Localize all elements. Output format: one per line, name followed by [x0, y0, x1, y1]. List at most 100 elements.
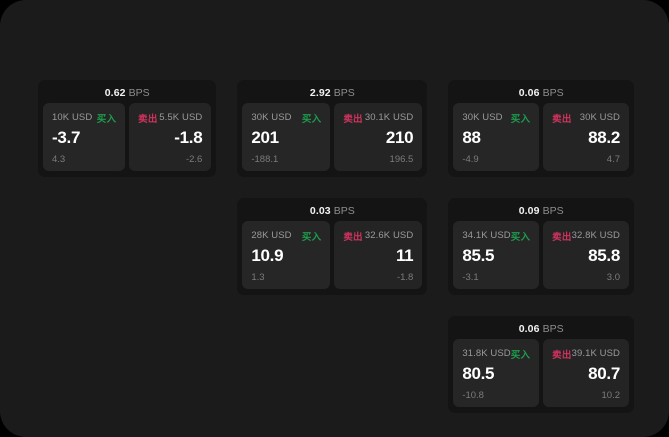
buy-panel-header: 31.8K USD 买入 — [462, 347, 531, 361]
card-header: 0.06 BPS — [448, 80, 634, 103]
buy-price: 10.9 — [251, 246, 284, 265]
buy-delta: 1.3 — [251, 272, 265, 283]
buy-delta: 4.3 — [52, 154, 66, 165]
sell-delta: 4.7 — [606, 154, 620, 165]
sell-panel[interactable]: 卖出 39.1K USD 80.7 10.2 — [543, 339, 629, 407]
quote-card[interactable]: 2.92 BPS 30K USD 买入 201 -188.1 卖出 30.1K USD 210 1… — [237, 80, 428, 177]
bps-value: 0.06 — [518, 87, 540, 99]
card-body: 10K USD 买入 -3.7 4.3 卖出 5.5K USD -1.8 -2.6 — [38, 103, 216, 171]
card-header: 0.09 BPS — [448, 198, 634, 221]
sell-tag: 卖出 — [552, 349, 572, 361]
buy-price: 80.5 — [462, 364, 495, 383]
buy-tag: 买入 — [301, 231, 322, 243]
buy-tag: 买入 — [510, 113, 531, 125]
card-header: 0.06 BPS — [448, 316, 634, 339]
buy-quantity: 10K USD — [52, 112, 93, 123]
sell-panel-header: 卖出 5.5K USD — [138, 111, 203, 125]
buy-tag: 买入 — [510, 349, 531, 361]
quote-column: 0.06 BPS 30K USD 买入 88 -4.9 卖出 30K USD 88.2 4.7 0.… — [448, 80, 634, 413]
sell-quantity: 32.8K USD — [571, 230, 620, 241]
quote-column: 2.92 BPS 30K USD 买入 201 -188.1 卖出 30.1K USD 210 1… — [237, 80, 428, 295]
sell-delta: -1.8 — [396, 272, 414, 283]
bps-value: 0.06 — [518, 323, 540, 335]
buy-tag: 买入 — [96, 113, 117, 125]
buy-delta: -10.8 — [462, 390, 484, 401]
sell-delta: 10.2 — [601, 390, 621, 401]
buy-quantity: 30K USD — [251, 112, 292, 123]
quote-card[interactable]: 0.03 BPS 28K USD 买入 10.9 1.3 卖出 32.6K USD 11 -1.8 — [237, 198, 428, 295]
sell-panel[interactable]: 卖出 30K USD 88.2 4.7 — [543, 103, 629, 171]
sell-panel-header: 卖出 32.8K USD — [552, 229, 620, 243]
sell-price: 80.7 — [588, 364, 620, 383]
sell-panel[interactable]: 卖出 5.5K USD -1.8 -2.6 — [129, 103, 212, 171]
sell-tag: 卖出 — [552, 113, 572, 125]
bps-unit-label: BPS — [128, 87, 150, 99]
sell-delta: -2.6 — [185, 154, 203, 165]
buy-panel[interactable]: 31.8K USD 买入 80.5 -10.8 — [453, 339, 540, 407]
buy-quantity: 30K USD — [462, 112, 503, 123]
bps-value: 0.09 — [518, 205, 540, 217]
sell-panel[interactable]: 卖出 30.1K USD 210 196.5 — [334, 103, 423, 171]
quote-column: 0.62 BPS 10K USD 买入 -3.7 4.3 卖出 5.5K USD -1.8 -2.… — [38, 80, 217, 177]
sell-panel[interactable]: 卖出 32.8K USD 85.8 3.0 — [543, 221, 629, 289]
sell-panel-header: 卖出 39.1K USD — [552, 347, 620, 361]
buy-panel-header: 30K USD 买入 — [251, 111, 321, 125]
card-body: 28K USD 买入 10.9 1.3 卖出 32.6K USD 11 -1.8 — [237, 221, 427, 289]
sell-panel[interactable]: 卖出 32.6K USD 11 -1.8 — [334, 221, 423, 289]
buy-delta: -188.1 — [251, 154, 279, 165]
sell-quantity: 32.6K USD — [364, 230, 414, 241]
buy-quantity: 28K USD — [251, 230, 292, 241]
sell-tag: 卖出 — [138, 113, 158, 125]
card-header: 0.03 BPS — [237, 198, 427, 221]
card-body: 31.8K USD 买入 80.5 -10.8 卖出 39.1K USD 80.7 10.2 — [448, 339, 634, 407]
buy-price: -3.7 — [52, 128, 81, 147]
buy-panel[interactable]: 30K USD 买入 88 -4.9 — [453, 103, 540, 171]
sell-price: -1.8 — [174, 128, 203, 147]
card-body: 30K USD 买入 88 -4.9 卖出 30K USD 88.2 4.7 — [448, 103, 634, 171]
bps-unit-label: BPS — [542, 323, 564, 335]
quote-card[interactable]: 0.62 BPS 10K USD 买入 -3.7 4.3 卖出 5.5K USD -1.8 -2.… — [38, 80, 217, 177]
card-header: 0.62 BPS — [38, 80, 216, 103]
quote-card[interactable]: 0.06 BPS 30K USD 买入 88 -4.9 卖出 30K USD 88.2 4.7 — [448, 80, 634, 177]
sell-panel-header: 卖出 32.6K USD — [343, 229, 414, 243]
sell-delta: 3.0 — [606, 272, 620, 283]
sell-price: 88.2 — [588, 128, 620, 147]
buy-price: 88 — [462, 128, 481, 147]
sell-quantity: 5.5K USD — [159, 112, 203, 123]
sell-quantity: 30K USD — [579, 112, 620, 123]
sell-price: 85.8 — [588, 246, 620, 265]
sell-price: 11 — [395, 246, 414, 265]
bps-unit-label: BPS — [542, 87, 564, 99]
buy-price: 85.5 — [462, 246, 495, 265]
bps-value: 0.62 — [104, 87, 126, 99]
bps-unit-label: BPS — [333, 205, 355, 217]
buy-panel-header: 10K USD 买入 — [52, 111, 117, 125]
bps-unit-label: BPS — [333, 87, 355, 99]
card-header: 2.92 BPS — [237, 80, 427, 103]
buy-delta: -4.9 — [462, 154, 479, 165]
sell-tag: 卖出 — [552, 231, 572, 243]
buy-delta: -3.1 — [462, 272, 479, 283]
bps-value: 0.03 — [309, 205, 331, 217]
sell-quantity: 39.1K USD — [571, 348, 620, 359]
buy-panel-header: 34.1K USD 买入 — [462, 229, 530, 243]
quote-card[interactable]: 0.09 BPS 34.1K USD 买入 85.5 -3.1 卖出 32.8K USD 85.… — [448, 198, 634, 295]
buy-panel-header: 28K USD 买入 — [251, 229, 322, 243]
buy-panel-header: 30K USD 买入 — [462, 111, 531, 125]
buy-quantity: 34.1K USD — [462, 230, 511, 241]
buy-panel[interactable]: 10K USD 买入 -3.7 4.3 — [43, 103, 126, 171]
sell-panel-header: 卖出 30K USD — [552, 111, 620, 125]
sell-price: 210 — [385, 128, 414, 147]
sell-tag: 卖出 — [343, 231, 363, 243]
buy-panel[interactable]: 28K USD 买入 10.9 1.3 — [242, 221, 331, 289]
buy-panel[interactable]: 30K USD 买入 201 -188.1 — [242, 103, 331, 171]
quote-card-board: 0.62 BPS 10K USD 买入 -3.7 4.3 卖出 5.5K USD -1.8 -2.… — [38, 80, 634, 413]
buy-quantity: 31.8K USD — [462, 348, 511, 359]
card-body: 34.1K USD 买入 85.5 -3.1 卖出 32.8K USD 85.8 3.0 — [448, 221, 634, 289]
sell-quantity: 30.1K USD — [364, 112, 414, 123]
bps-unit-label: BPS — [542, 205, 564, 217]
sell-tag: 卖出 — [343, 113, 363, 125]
quote-card[interactable]: 0.06 BPS 31.8K USD 买入 80.5 -10.8 卖出 39.1K USD 80… — [448, 316, 634, 413]
buy-panel[interactable]: 34.1K USD 买入 85.5 -3.1 — [453, 221, 540, 289]
